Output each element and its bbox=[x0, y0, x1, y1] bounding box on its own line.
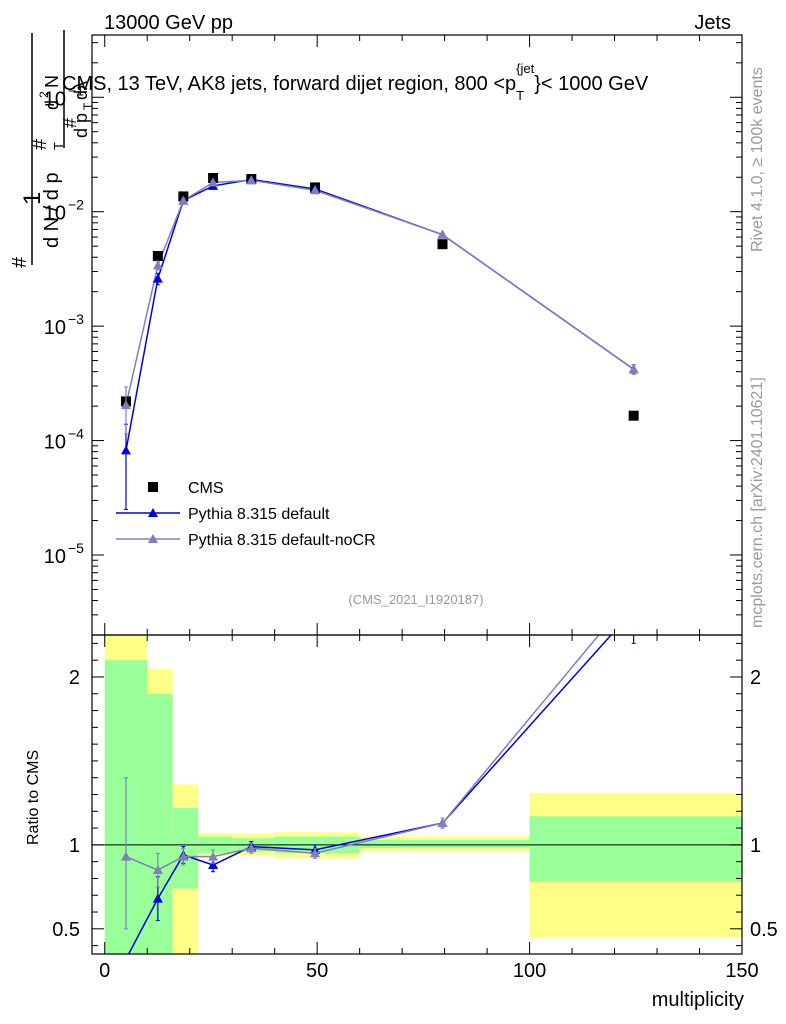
ylabel-d2n-exp: 2 bbox=[37, 91, 51, 98]
y-tick-label-main-4: 10 bbox=[44, 88, 66, 110]
mcplots-label: mcplots.cern.ch [arXiv:2401.10621] bbox=[749, 377, 766, 628]
y-tick-label-ratio-right-1: 1 bbox=[750, 835, 761, 857]
y-tick-label-ratio-right-2: 2 bbox=[750, 667, 761, 689]
y-tick-label-ratio-2: 2 bbox=[69, 667, 80, 689]
ratio-band-inner-1 bbox=[147, 693, 173, 954]
mc-point-2-2 bbox=[178, 195, 189, 205]
legend-marker-2 bbox=[148, 534, 158, 543]
ratio-band-inner-2 bbox=[172, 807, 199, 889]
mc-point-2-0 bbox=[120, 400, 131, 410]
plot-title-p: p bbox=[505, 73, 516, 95]
plot-title-sup: {jet bbox=[516, 61, 534, 76]
data-point-1 bbox=[152, 251, 163, 262]
y-tick-label-main-3: 10 bbox=[44, 203, 66, 225]
ratio-ylabel: Ratio to CMS bbox=[25, 750, 42, 845]
ratio-band-inner-6 bbox=[359, 839, 530, 849]
mc-point-2-4 bbox=[246, 175, 257, 185]
header-right: Jets bbox=[694, 12, 731, 34]
ylabel-dlambda: dλ bbox=[71, 81, 91, 100]
y-tick-label-main-0: 10 bbox=[44, 546, 66, 568]
ylabel-dpt-sub: T bbox=[81, 102, 95, 110]
plot-title-prefix: CMS, 13 TeV, AK8 jets, forward dijet reg… bbox=[62, 73, 505, 95]
ylabel-dn-dpt-sub: T bbox=[51, 142, 66, 150]
data-point-7 bbox=[628, 410, 639, 421]
ratio-point-0-7 bbox=[629, 605, 639, 614]
ratio-point-1-1 bbox=[152, 865, 163, 875]
rivet-version-label: Rivet 4.1.0, ≥ 100k events bbox=[749, 67, 766, 252]
plot-title: CMS, 13 TeV, AK8 jets, forward dijet reg… bbox=[62, 61, 649, 103]
ylabel-hash-2: # bbox=[29, 138, 51, 150]
main-series bbox=[120, 173, 639, 510]
legend-label-0: CMS bbox=[188, 480, 224, 497]
y-tick-exp-main-3: −2 bbox=[68, 197, 84, 213]
mc-point-2-7 bbox=[628, 364, 639, 374]
mc-point-2-1 bbox=[152, 260, 163, 270]
ratio-band-inner-7 bbox=[529, 816, 742, 882]
ratio-point-1-7 bbox=[629, 588, 639, 597]
x-axis-label: multiplicity bbox=[652, 989, 744, 1011]
data-point-6 bbox=[437, 239, 448, 250]
x-tick-label-0: 0 bbox=[99, 960, 110, 982]
mc-point-1-0 bbox=[120, 445, 131, 455]
legend-marker-1 bbox=[148, 508, 158, 517]
x-tick-label-50: 50 bbox=[306, 960, 328, 982]
x-tick-label-100: 100 bbox=[513, 960, 546, 982]
mc-point-2-3 bbox=[208, 177, 219, 187]
ylabel-hash-3: # bbox=[60, 118, 80, 128]
main-line-2 bbox=[125, 179, 635, 406]
ylabel-dn-dpt: d N / d p bbox=[41, 172, 63, 248]
main-ylabel: # 1 d N / d p T # d 2 N d p T dλ # bbox=[9, 30, 95, 268]
y-tick-label-main-2: 10 bbox=[44, 317, 66, 339]
ylabel-d2n: d bbox=[42, 100, 62, 110]
header-left: 13000 GeV pp bbox=[104, 12, 233, 34]
y-tick-label-ratio-right-0: 0.5 bbox=[750, 919, 778, 941]
ratio-point-0-3 bbox=[208, 860, 219, 870]
ylabel-d2n-n: N bbox=[42, 75, 62, 88]
mc-point-1-1 bbox=[152, 273, 163, 283]
x-tick-label-150: 150 bbox=[725, 960, 758, 982]
ratio-point-1-4 bbox=[246, 843, 257, 853]
y-tick-exp-main-4: −1 bbox=[68, 82, 84, 98]
legend-marker-cms bbox=[148, 482, 158, 492]
ratio-point-1-6 bbox=[437, 818, 448, 828]
legend: CMS Pythia 8.315 default Pythia 8.315 defa… bbox=[116, 480, 376, 549]
analysis-id-label: (CMS_2021_I1920187) bbox=[348, 592, 483, 607]
plot-title-suffix: }< 1000 GeV bbox=[534, 73, 649, 95]
legend-label-2: Pythia 8.315 default-noCR bbox=[188, 532, 376, 549]
plot-title-sub: T bbox=[516, 88, 524, 103]
y-tick-exp-main-2: −3 bbox=[68, 311, 84, 327]
ratio-point-0-1 bbox=[152, 893, 163, 903]
legend-label-1: Pythia 8.315 default bbox=[188, 506, 330, 523]
ratio-line-1 bbox=[125, 635, 600, 871]
y-tick-label-main-1: 10 bbox=[44, 432, 66, 454]
ylabel-dpt-dlambda: d p bbox=[71, 113, 91, 138]
ratio-point-1-5 bbox=[310, 848, 321, 858]
y-tick-exp-main-0: −5 bbox=[68, 540, 84, 556]
ratio-bands bbox=[92, 635, 742, 954]
ylabel-hash-1: # bbox=[9, 256, 31, 268]
mc-point-2-6 bbox=[437, 229, 448, 239]
y-tick-label-ratio-1: 1 bbox=[69, 835, 80, 857]
y-tick-label-ratio-0: 0.5 bbox=[52, 919, 80, 941]
ratio-point-1-2 bbox=[178, 851, 189, 861]
y-tick-exp-main-1: −4 bbox=[68, 426, 84, 442]
ratio-series bbox=[120, 588, 639, 963]
ratio-point-1-3 bbox=[208, 851, 219, 861]
mc-point-2-5 bbox=[310, 185, 321, 195]
ratio-point-0-0 bbox=[121, 954, 131, 963]
ratio-point-1-0 bbox=[120, 851, 131, 861]
